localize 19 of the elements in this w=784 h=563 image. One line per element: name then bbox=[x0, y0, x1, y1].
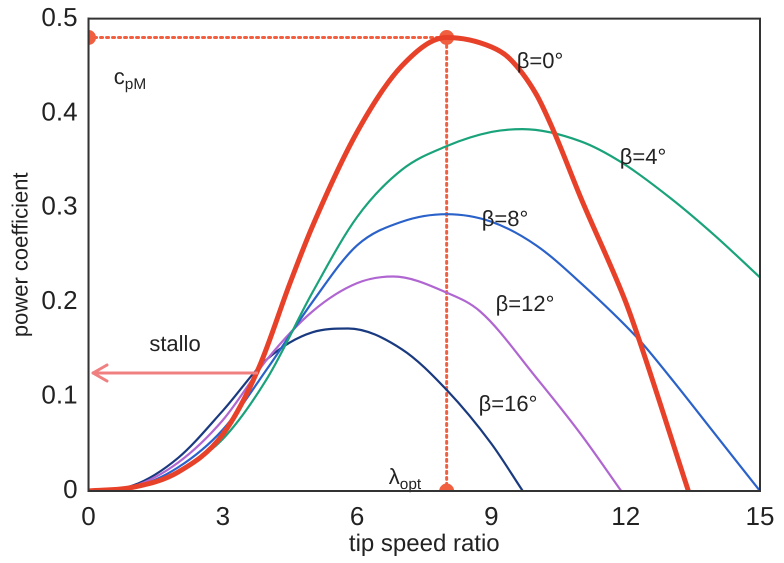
y-axis-title: power coefficient bbox=[7, 172, 32, 338]
x-tick-label: 15 bbox=[746, 500, 774, 531]
annotation: β=12° bbox=[496, 291, 554, 316]
y-tick-label: 0 bbox=[63, 474, 78, 504]
annotation: stallo bbox=[149, 331, 201, 356]
annotation: β=0° bbox=[516, 48, 564, 74]
x-tick-label: 12 bbox=[611, 500, 640, 531]
annotation: β=8° bbox=[482, 206, 528, 232]
x-tick-label: 6 bbox=[350, 500, 364, 531]
x-tick-label: 9 bbox=[484, 500, 499, 531]
y-tick-label: 0.5 bbox=[41, 2, 78, 32]
x-tick-label: 3 bbox=[216, 500, 230, 531]
annotation: β=4° bbox=[620, 144, 666, 170]
y-tick-label: 0.4 bbox=[41, 96, 78, 126]
annotation: β=16° bbox=[478, 391, 538, 416]
y-tick-label: 0.1 bbox=[41, 380, 78, 410]
x-axis-title: tip speed ratio bbox=[348, 530, 500, 558]
y-tick-label: 0.3 bbox=[41, 190, 78, 221]
y-tick-label: 0.2 bbox=[41, 285, 78, 316]
